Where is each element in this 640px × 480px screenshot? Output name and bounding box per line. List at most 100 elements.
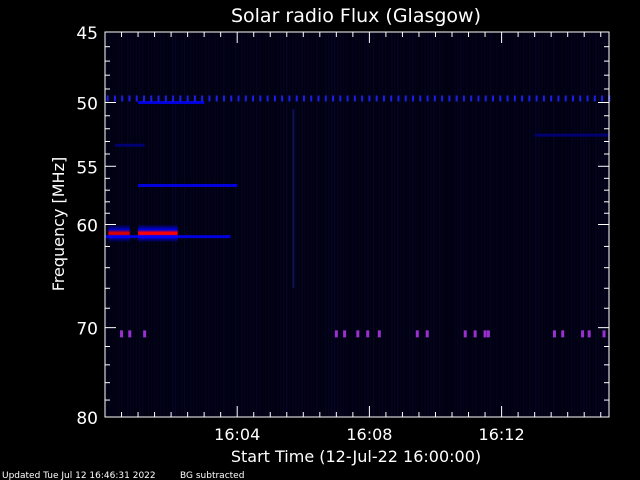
dotted-line-mark xyxy=(252,95,255,102)
dotted-line-mark xyxy=(564,95,567,102)
noise-streak xyxy=(400,33,402,416)
noise-streak xyxy=(562,33,564,416)
noise-streak xyxy=(259,33,261,416)
band-feature xyxy=(138,101,205,105)
noise-streak xyxy=(178,33,180,416)
noise-streak xyxy=(226,33,228,416)
y-tick-label: 55 xyxy=(76,158,98,178)
noise-streak xyxy=(589,33,591,416)
dotted-line-mark xyxy=(455,95,458,102)
dotted-line-mark xyxy=(499,95,502,102)
noise-streak xyxy=(238,33,240,416)
dotted-line-mark xyxy=(586,95,589,102)
noise-streak xyxy=(217,33,219,416)
noise-streak xyxy=(583,33,585,416)
noise-streak xyxy=(535,33,537,416)
noise-streak xyxy=(397,33,399,416)
dotted-line-mark xyxy=(302,95,305,102)
noise-streak xyxy=(304,33,306,416)
dotted-line-mark xyxy=(230,95,233,102)
dot-mark xyxy=(356,330,360,338)
noise-streak xyxy=(295,33,297,416)
noise-streak xyxy=(595,33,597,416)
noise-streak xyxy=(577,33,579,416)
dotted-line-mark xyxy=(317,95,320,102)
noise-streak xyxy=(376,33,378,416)
noise-streak xyxy=(292,33,294,416)
noise-streak xyxy=(280,33,282,416)
dotted-line-mark xyxy=(441,95,444,102)
dotted-line-mark xyxy=(462,95,465,102)
dotted-line-mark xyxy=(237,95,240,102)
noise-streak xyxy=(391,33,393,416)
dotted-line-mark xyxy=(128,95,131,102)
dot-mark xyxy=(343,330,347,338)
noise-streak xyxy=(277,33,279,416)
dotted-line-mark xyxy=(332,95,335,102)
y-axis-label: Frequency [MHz] xyxy=(49,157,68,291)
noise-streak xyxy=(424,33,426,416)
dotted-line-mark xyxy=(266,95,269,102)
noise-streak xyxy=(586,33,588,416)
noise-streak xyxy=(388,33,390,416)
burst-feature xyxy=(138,224,178,243)
noise-streak xyxy=(427,33,429,416)
noise-streak xyxy=(256,33,258,416)
noise-streak xyxy=(322,33,324,416)
y-tick-label: 70 xyxy=(76,320,98,340)
noise-streak xyxy=(262,33,264,416)
noise-streak xyxy=(361,33,363,416)
noise-streak xyxy=(232,33,234,416)
noise-streak xyxy=(133,33,135,416)
noise-streak xyxy=(490,33,492,416)
noise-streak xyxy=(241,33,243,416)
dotted-line-mark xyxy=(273,95,276,102)
noise-streak xyxy=(553,33,555,416)
noise-streak xyxy=(556,33,558,416)
dotted-line-mark xyxy=(339,95,342,102)
noise-streak xyxy=(337,33,339,416)
dotted-line-mark xyxy=(215,95,218,102)
noise-streak xyxy=(136,33,138,416)
noise-streak xyxy=(382,33,384,416)
noise-streak xyxy=(235,33,237,416)
noise-streak xyxy=(265,33,267,416)
noise-streak xyxy=(379,33,381,416)
noise-streak xyxy=(580,33,582,416)
noise-streak xyxy=(193,33,195,416)
dotted-line-mark xyxy=(186,95,189,102)
noise-streak xyxy=(355,33,357,416)
noise-streak xyxy=(574,33,576,416)
dot-mark xyxy=(425,330,429,338)
noise-streak xyxy=(283,33,285,416)
noise-streak xyxy=(286,33,288,416)
dotted-line-mark xyxy=(571,95,574,102)
dot-mark xyxy=(581,330,585,338)
noise-streak xyxy=(373,33,375,416)
noise-streak xyxy=(505,33,507,416)
dotted-line-mark xyxy=(135,95,138,102)
noise-streak xyxy=(184,33,186,416)
noise-streak xyxy=(508,33,510,416)
y-tick-label: 50 xyxy=(76,95,98,115)
dotted-line-mark xyxy=(404,95,407,102)
noise-streak xyxy=(409,33,411,416)
dotted-line-mark xyxy=(259,95,262,102)
dot-mark xyxy=(366,330,370,338)
noise-streak xyxy=(430,33,432,416)
noise-streak xyxy=(415,33,417,416)
noise-streak xyxy=(289,33,291,416)
dot-mark xyxy=(561,330,565,338)
dotted-line-mark xyxy=(426,95,429,102)
noise-streak xyxy=(229,33,231,416)
noise-streak xyxy=(208,33,210,416)
noise-streak xyxy=(460,33,462,416)
dot-mark xyxy=(120,330,124,338)
x-axis-label: Start Time (12-Jul-22 16:00:00) xyxy=(231,447,481,466)
noise-streak xyxy=(451,33,453,416)
noise-streak xyxy=(223,33,225,416)
dotted-line-mark xyxy=(535,95,538,102)
noise-streak xyxy=(340,33,342,416)
dotted-line-mark xyxy=(390,95,393,102)
dotted-line-mark xyxy=(324,95,327,102)
